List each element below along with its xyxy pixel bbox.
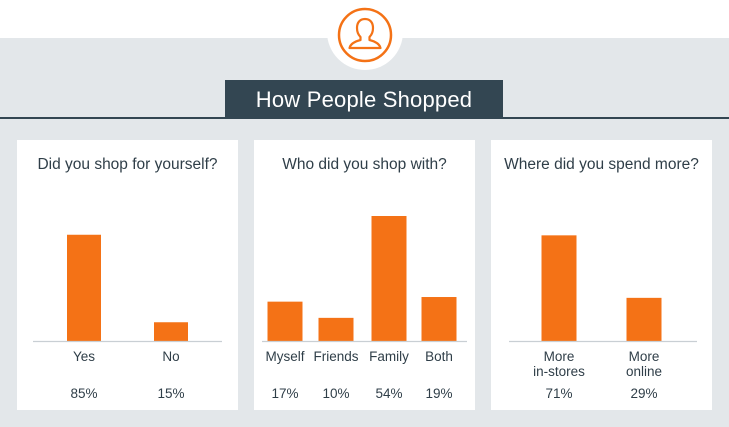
data-label: 15% <box>157 386 184 401</box>
tick-label: More in-stores <box>533 349 585 379</box>
bar <box>541 235 577 341</box>
tick-label: No <box>162 349 179 364</box>
bar <box>626 297 662 341</box>
chart-title: Did you shop for yourself? <box>37 156 218 173</box>
page-title: How People Shopped <box>225 80 503 119</box>
bar <box>421 297 457 341</box>
chart-shop-with: Myself Friends Family Both 17% 10% 54% 19% <box>262 216 467 401</box>
data-label: 10% <box>322 386 349 401</box>
person-silhouette-icon <box>336 6 394 64</box>
data-label: 29% <box>630 386 657 401</box>
chart-title: Who did you shop with? <box>282 156 447 173</box>
chart-shop-yourself: Yes No 85% 15% <box>33 234 222 401</box>
data-label: 71% <box>545 386 572 401</box>
data-label: 19% <box>425 386 452 401</box>
tick-label: Family <box>369 349 409 364</box>
bar <box>371 216 407 341</box>
tick-label: More online <box>626 349 662 379</box>
chart-spend-more: More in-stores More online 71% 29% <box>509 235 697 401</box>
panel-spend-more: Where did you spend more? More in-stores M… <box>491 140 712 410</box>
data-label: 54% <box>375 386 402 401</box>
tick-label: Friends <box>313 349 358 364</box>
bar <box>318 317 354 341</box>
panel-shop-yourself: Did you shop for yourself? Yes No 85% 15% <box>17 140 238 410</box>
chart-title: Where did you spend more? <box>504 156 699 173</box>
bar <box>154 322 188 341</box>
data-label: 17% <box>271 386 298 401</box>
panel-shop-with: Who did you shop with? Myself Friends Fami… <box>254 140 475 410</box>
tick-label: Both <box>425 349 453 364</box>
tick-label: Myself <box>265 349 304 364</box>
tick-label: Yes <box>73 349 95 364</box>
bar <box>267 301 303 341</box>
bar <box>67 234 101 341</box>
data-label: 85% <box>70 386 97 401</box>
